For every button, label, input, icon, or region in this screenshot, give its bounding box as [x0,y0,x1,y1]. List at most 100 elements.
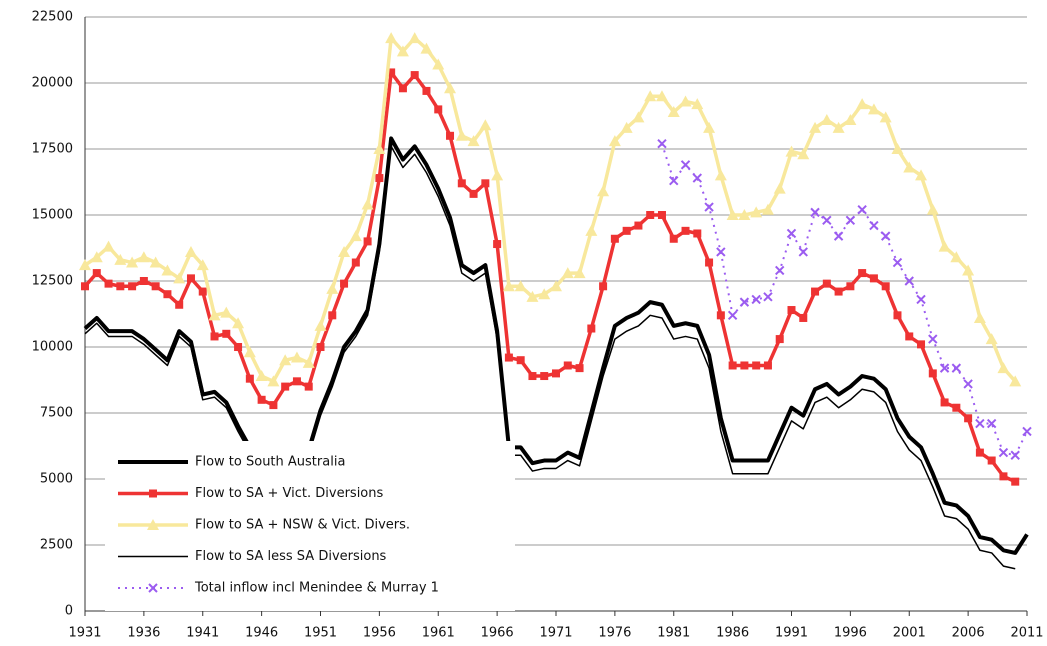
series-marker [245,374,254,383]
series-marker [799,313,808,322]
series-marker [587,324,596,333]
series-marker [952,403,961,412]
series-marker [316,343,325,351]
series-marker [597,185,610,197]
legend-label: Flow to SA + Vict. Diversions [195,486,383,501]
series-marker [811,287,820,296]
series-marker [727,310,738,321]
series-marker [940,398,949,407]
series-marker [396,45,409,57]
series-marker [856,98,869,110]
series-marker [585,224,598,236]
series-marker [279,354,292,366]
series-marker [210,332,219,341]
series-marker [904,276,914,286]
series-marker [973,311,986,323]
series-line [84,145,1016,570]
series-marker [514,280,527,292]
series-marker [775,265,785,276]
x-tick-label: 1996 [834,626,867,641]
series-marker [950,251,963,263]
series-marker [786,228,797,239]
series-marker [761,203,774,215]
legend-label: Flow to SA less SA Diversions [195,549,387,564]
series-marker [220,306,233,318]
series-marker [975,448,984,457]
series-marker [398,84,407,93]
series-marker [491,169,504,181]
series-marker [116,282,125,291]
series-marker [151,282,160,291]
series-marker [290,351,303,363]
series-marker [326,282,339,294]
series-marker [420,42,433,54]
series-marker [893,311,902,320]
y-tick-label: 7500 [40,406,73,421]
series-marker [467,135,480,147]
series-marker [314,319,327,331]
series-marker [102,240,115,252]
series-marker [986,418,997,429]
series-marker [928,369,937,378]
series-marker [726,209,739,220]
series-marker [738,209,751,220]
series-marker [550,280,562,292]
series-marker [646,211,655,219]
series-marker [234,343,243,351]
series-marker [667,106,680,118]
series-marker [773,182,786,194]
x-tick-label: 1976 [598,626,631,641]
series-marker [867,103,880,115]
series-marker [704,202,714,212]
series-marker [903,161,916,173]
series-marker [657,211,666,219]
x-tick-label: 1946 [245,626,278,641]
series-marker [90,251,103,263]
series-marker [858,269,867,278]
x-tick-label: 2011 [1010,626,1043,641]
series-marker [92,269,101,278]
series-marker [916,294,926,305]
x-tick-label: 1956 [363,626,396,641]
series-marker [869,220,879,231]
y-tick-label: 2500 [40,538,73,553]
series-marker [962,264,975,276]
series-marker [434,105,443,114]
series-marker [917,340,926,349]
series-marker [740,361,749,370]
series-marker [679,95,692,107]
series-marker [173,272,186,284]
series-marker [1009,375,1022,387]
series-marker [716,247,726,257]
series-marker [526,290,539,302]
series-marker [834,287,843,296]
series-marker [338,245,351,257]
series-marker [622,226,631,235]
series-marker [750,206,763,218]
series-marker [575,364,584,373]
series-marker [610,234,619,243]
series-marker [703,121,716,133]
y-tick-label: 10000 [32,340,73,355]
series-marker [833,231,844,241]
series-marker [175,300,184,309]
series-marker [728,361,737,370]
series-marker [999,472,1008,481]
series-marker [915,169,928,181]
series-marker [681,226,690,235]
x-tick-label: 1971 [539,626,572,641]
series-marker [845,215,856,225]
x-tick-label: 2001 [893,626,926,641]
series-marker [184,245,197,257]
series-marker [832,121,845,133]
series-marker [410,71,419,80]
series-marker [657,139,667,149]
series-marker [608,135,621,147]
series-marker [139,277,148,285]
y-tick-label: 20000 [32,76,73,91]
x-tick-label: 1931 [68,626,101,641]
series-marker [705,258,714,267]
series-marker [79,259,91,271]
series-marker [938,240,951,252]
